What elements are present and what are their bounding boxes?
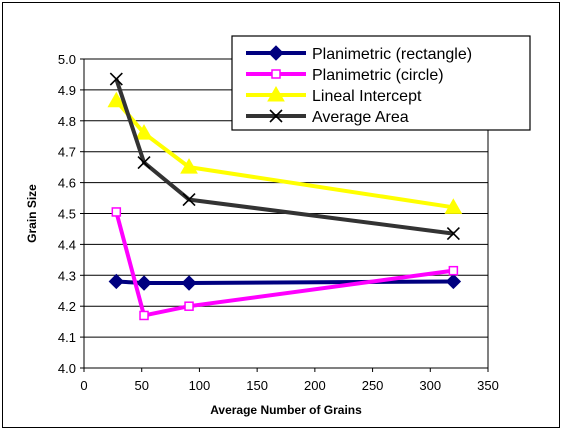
x-tick-label: 0 bbox=[80, 378, 87, 393]
y-tick-label: 4.2 bbox=[58, 299, 76, 314]
data-point bbox=[135, 124, 153, 140]
data-point bbox=[181, 275, 197, 291]
y-tick-label: 4.6 bbox=[58, 176, 76, 191]
data-point bbox=[182, 193, 196, 207]
y-tick-label: 4.4 bbox=[58, 237, 76, 252]
data-point bbox=[444, 198, 463, 214]
legend-marker bbox=[271, 69, 281, 79]
legend-label: Average Area bbox=[312, 109, 409, 126]
y-tick-label: 5.0 bbox=[58, 52, 76, 67]
y-tick-label: 4.9 bbox=[58, 83, 76, 98]
series-line bbox=[114, 211, 454, 318]
legend-entry: Planimetric (rectangle) bbox=[246, 45, 472, 63]
y-tick-label: 4.7 bbox=[58, 145, 76, 160]
series-1 bbox=[111, 207, 459, 321]
legend-label: Lineal Intercept bbox=[312, 88, 422, 105]
x-tick-label: 100 bbox=[189, 378, 211, 393]
data-point bbox=[109, 72, 123, 86]
series bbox=[107, 72, 463, 321]
legend-entry: Average Area bbox=[246, 109, 409, 126]
y-axis-title: Grain Size bbox=[25, 184, 39, 243]
legend-marker bbox=[267, 85, 285, 102]
series-line bbox=[114, 78, 454, 236]
legend-entry: Planimetric (circle) bbox=[246, 67, 444, 84]
y-tick-label: 4.5 bbox=[58, 207, 76, 222]
x-tick-label: 350 bbox=[477, 378, 499, 393]
data-point bbox=[445, 273, 462, 290]
data-point bbox=[107, 91, 126, 108]
data-point bbox=[136, 275, 152, 291]
data-point bbox=[446, 227, 460, 241]
series-3 bbox=[109, 72, 460, 241]
y-tick-label: 4.3 bbox=[58, 268, 76, 283]
axes: 4.0 4.1 4.2 4.3 4.4 4.5 4.6 4.7 4.8 4.9 5.0 0 50 100 1… bbox=[58, 52, 499, 393]
data-point bbox=[180, 158, 198, 174]
y-tick-label: 4.1 bbox=[58, 330, 76, 345]
x-tick-label: 250 bbox=[362, 378, 384, 393]
y-tick-label: 4.8 bbox=[58, 114, 76, 129]
legend-entry: Lineal Intercept bbox=[246, 85, 422, 105]
legend: Planimetric (rectangle) Planimetric (circ… bbox=[231, 35, 531, 131]
data-point bbox=[139, 310, 149, 321]
x-tick-label: 300 bbox=[419, 378, 441, 393]
legend-label: Planimetric (rectangle) bbox=[312, 46, 472, 63]
data-point bbox=[111, 207, 122, 217]
data-point bbox=[108, 273, 125, 290]
data-point bbox=[137, 155, 151, 170]
x-tick-label: 150 bbox=[246, 378, 268, 393]
y-tick-label: 4.0 bbox=[58, 361, 76, 376]
series-0 bbox=[108, 273, 462, 291]
legend-label: Planimetric (circle) bbox=[312, 67, 444, 84]
x-axis-title: Average Number of Grains bbox=[210, 403, 362, 417]
series-line bbox=[116, 279, 454, 286]
legend-marker bbox=[269, 109, 283, 123]
x-tick-label: 200 bbox=[304, 378, 326, 393]
legend-marker bbox=[268, 45, 284, 61]
data-point bbox=[448, 265, 459, 276]
data-point bbox=[184, 301, 194, 311]
x-tick-label: 50 bbox=[134, 378, 148, 393]
